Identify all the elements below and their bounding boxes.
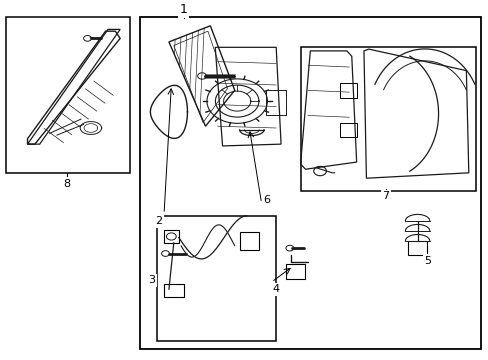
Bar: [300, 47, 475, 191]
Bar: [339, 83, 356, 98]
Bar: [285, 264, 305, 279]
Bar: [239, 232, 259, 250]
Text: 2: 2: [155, 216, 163, 226]
Bar: [5, 17, 130, 173]
Text: 6: 6: [263, 195, 269, 205]
Text: 4: 4: [272, 284, 279, 294]
Bar: [157, 216, 276, 341]
Bar: [407, 241, 427, 255]
Text: 7: 7: [382, 191, 388, 201]
Bar: [163, 230, 178, 243]
Bar: [339, 123, 356, 137]
Text: 1: 1: [179, 3, 187, 16]
Text: 5: 5: [423, 256, 430, 266]
Bar: [163, 284, 183, 297]
Text: 8: 8: [63, 179, 70, 189]
Bar: [140, 17, 480, 348]
Text: 3: 3: [148, 275, 155, 285]
